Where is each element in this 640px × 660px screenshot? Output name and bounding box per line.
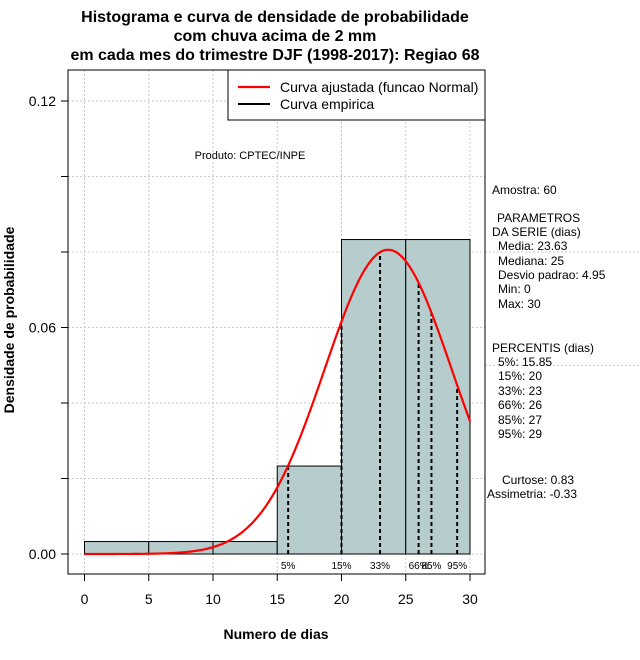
x-tick-label-3: 15 <box>269 591 285 607</box>
stat-parametros-title: PARAMETROS <box>497 211 580 225</box>
x-axis-title: Numero de dias <box>223 626 328 642</box>
stat-p33: 33%: 23 <box>498 384 542 398</box>
x-tick-label-2: 10 <box>205 591 221 607</box>
x-tick-label-4: 20 <box>334 591 350 607</box>
product-annotation: Produto: CPTEC/INPE <box>195 150 306 162</box>
stat-amostra: Amostra: 60 <box>492 183 557 197</box>
legend-label-empirical: Curva empirica <box>280 96 374 112</box>
stat-curtose: Curtose: 0.83 <box>502 473 574 487</box>
histogram-bar-3 <box>276 465 342 555</box>
stat-p95: 95%: 29 <box>498 427 542 441</box>
percentile-label-85: 85% <box>421 561 441 572</box>
y-tick-label-0: 0.00 <box>29 546 56 562</box>
chart-title-line-2: com chuva acima de 2 mm <box>174 28 377 45</box>
stat-p85: 85%: 27 <box>498 413 542 427</box>
histogram-bar-4 <box>341 239 407 555</box>
x-tick-label-6: 30 <box>462 591 478 607</box>
stat-p5: 5%: 15.85 <box>498 355 552 369</box>
y-tick-label-2: 0.12 <box>29 93 56 109</box>
stat-p66: 66%: 26 <box>498 398 542 412</box>
axes-layer: 0 5 10 15 20 25 30 0.00 0.06 0.12 <box>29 93 478 607</box>
percentile-label-95: 95% <box>447 561 467 572</box>
stat-media: Media: 23.63 <box>498 239 568 253</box>
chart-title-line-3: em cada mes do trimestre DJF (1998-2017)… <box>70 47 479 64</box>
percentile-label-66: 66% <box>409 561 429 572</box>
y-tick-label-1: 0.06 <box>29 320 56 336</box>
percentile-lines-layer: 5% 15% 33% 66%85% 95% <box>281 252 467 572</box>
stat-p15: 15%: 20 <box>498 369 542 383</box>
percentile-label-15: 15% <box>331 561 351 572</box>
legend-box <box>227 69 486 121</box>
stat-percentis-title: PERCENTIS (dias) <box>492 341 594 355</box>
x-tick-label-1: 5 <box>145 591 153 607</box>
normal-fit-curve <box>84 248 472 556</box>
histogram-bar-5 <box>405 239 471 555</box>
stat-assimetria: Assimetria: -0.33 <box>487 487 577 501</box>
percentile-label-33: 33% <box>370 561 390 572</box>
x-tick-label-0: 0 <box>81 591 89 607</box>
y-axis-title: Densidade de probabilidade <box>1 226 17 413</box>
stat-max: Max: 30 <box>498 297 541 311</box>
stat-desvio: Desvio padrao: 4.95 <box>498 268 606 282</box>
stats-panel: Amostra: 60 PARAMETROS DA SERIE (dias) M… <box>487 183 606 501</box>
chart-title-line-1: Histograma e curva de densidade de proba… <box>81 9 469 26</box>
legend: Curva ajustada (funcao Normal) Curva emp… <box>227 69 486 121</box>
histogram-bar-0 <box>84 541 150 555</box>
stat-parametros-subtitle: DA SERIE (dias) <box>492 225 581 239</box>
x-tick-label-5: 25 <box>398 591 414 607</box>
percentile-label-5: 5% <box>281 561 296 572</box>
legend-label-normal: Curva ajustada (funcao Normal) <box>280 79 478 95</box>
stat-min: Min: 0 <box>498 282 531 296</box>
stat-mediana: Mediana: 25 <box>498 254 564 268</box>
